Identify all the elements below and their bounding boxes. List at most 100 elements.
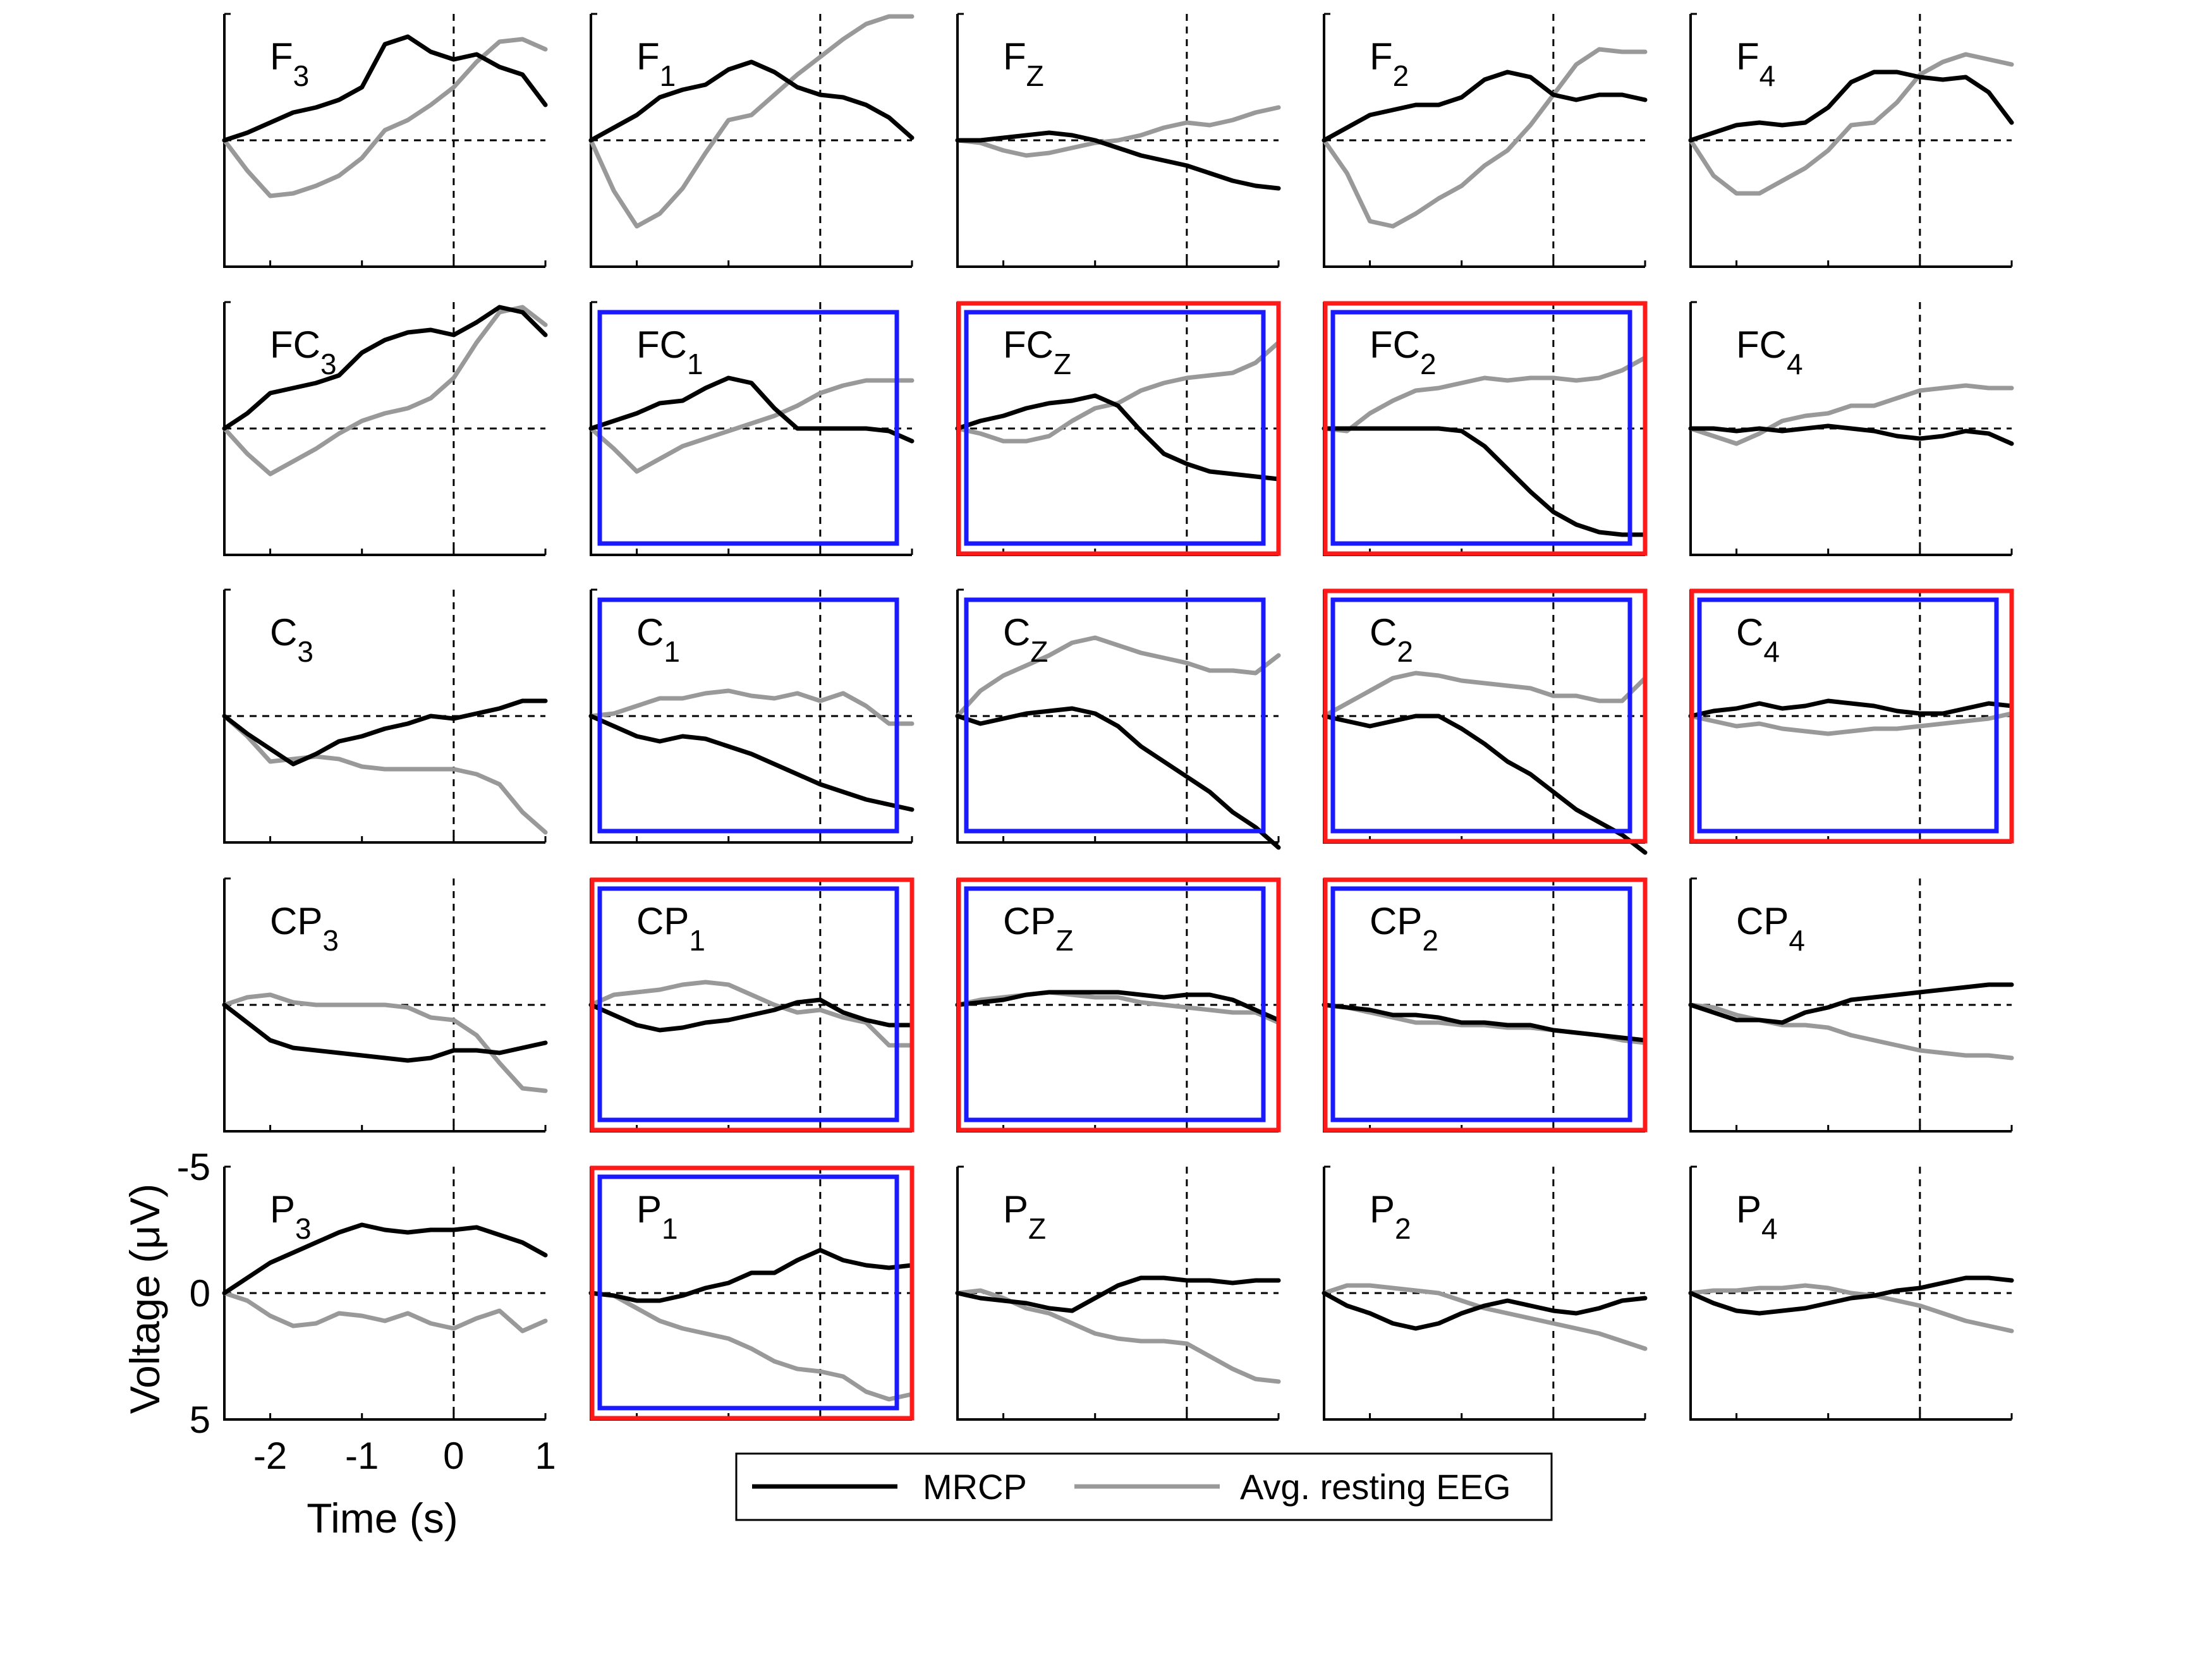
electrode-label-fcz: FCZ: [1003, 324, 1071, 380]
electrode-letter: FC: [1370, 324, 1420, 366]
series-line-avg-resting-eeg: [222, 714, 548, 835]
electrode-label-c1: C1: [636, 611, 680, 668]
series-line-mrcp: [1322, 1291, 1648, 1331]
panel-fz: FZ: [955, 13, 1281, 268]
panel-f2: F2: [1322, 13, 1648, 268]
series-line-mrcp: [1322, 1002, 1648, 1043]
electrode-label-p4: P4: [1736, 1188, 1778, 1245]
electrode-letter: C: [270, 611, 297, 653]
electrode-label-fc2: FC2: [1370, 324, 1437, 380]
panel-fc2: FC2: [1322, 301, 1648, 556]
series-line-avg-resting-eeg: [955, 105, 1281, 158]
series-line-avg-resting-eeg: [1688, 1283, 2014, 1334]
series-line-avg-resting-eeg: [222, 305, 548, 477]
series-line-avg-resting-eeg: [1688, 52, 2014, 196]
electrode-letter: P: [270, 1188, 295, 1231]
electrode-letter: F: [1003, 35, 1026, 78]
electrode-letter: FC: [1003, 324, 1054, 366]
electrode-subscript: 1: [689, 924, 705, 957]
electrode-label-cp2: CP2: [1370, 900, 1438, 957]
electrode-letter: CP: [1003, 900, 1055, 942]
x-tick-label: 0: [443, 1435, 464, 1477]
series-line-mrcp: [1688, 70, 2014, 143]
panel-cz: CZ: [955, 588, 1281, 850]
electrode-label-c2: C2: [1370, 611, 1413, 668]
electrode-subscript: 4: [1787, 348, 1803, 380]
highlight-box-red: [956, 877, 1281, 1133]
series-line-avg-resting-eeg: [1322, 671, 1648, 719]
y-tick-labels: -5 0 5: [177, 1146, 210, 1441]
panel-cpz: CPZ: [955, 877, 1281, 1133]
electrode-label-fc1: FC1: [636, 324, 703, 380]
electrode-letter: FC: [1736, 324, 1787, 366]
highlight-box-red: [1323, 301, 1648, 556]
electrode-label-cpz: CPZ: [1003, 900, 1073, 957]
series-line-avg-resting-eeg: [1688, 711, 2014, 736]
electrode-letter: CP: [636, 900, 689, 942]
electrode-letter: FC: [636, 324, 687, 366]
electrode-label-f3: F3: [270, 35, 309, 92]
electrode-label-fz: FZ: [1003, 35, 1044, 92]
series-line-mrcp: [588, 59, 915, 143]
highlight-box-red: [1689, 588, 2014, 844]
series-line-avg-resting-eeg: [588, 980, 915, 1048]
panel-fc4: FC4: [1688, 301, 2014, 556]
electrode-subscript: 4: [1759, 59, 1776, 92]
series-line-avg-resting-eeg: [955, 1288, 1281, 1384]
panel-p2: P2: [1322, 1165, 1648, 1421]
series-line-mrcp: [1322, 714, 1648, 855]
electrode-subscript: 4: [1789, 924, 1805, 957]
panel-f3: F3: [222, 13, 548, 268]
electrode-label-fc4: FC4: [1736, 324, 1803, 380]
highlight-box-blue: [964, 597, 1266, 834]
electrode-letter: P: [1370, 1188, 1395, 1231]
panel-c4: C4: [1688, 588, 2014, 844]
highlight-box-red: [956, 301, 1281, 556]
electrode-subscript: 2: [1393, 59, 1409, 92]
panel-c3: C3: [222, 588, 548, 844]
x-axis-label: Time (s): [307, 1495, 458, 1541]
electrode-subscript: 1: [664, 635, 680, 668]
electrode-subscript: Z: [1026, 59, 1044, 92]
series-line-mrcp: [222, 34, 548, 143]
highlight-box-blue: [964, 310, 1266, 546]
x-tick-label: -2: [253, 1435, 287, 1477]
electrode-letter: CP: [1370, 900, 1422, 942]
series-line-avg-resting-eeg: [588, 1291, 915, 1402]
electrode-subscript: 1: [687, 348, 703, 380]
electrode-subscript: 2: [1420, 348, 1437, 380]
series-line-mrcp: [588, 997, 915, 1033]
electrode-subscript: 3: [322, 924, 339, 957]
electrode-subscript: 2: [1422, 924, 1438, 957]
electrode-label-p1: P1: [636, 1188, 678, 1245]
series-line-mrcp: [588, 375, 915, 444]
series-line-avg-resting-eeg: [1688, 383, 2014, 446]
electrode-letter: C: [636, 611, 664, 653]
electrode-subscript: 4: [1763, 635, 1780, 668]
electrode-subscript: 3: [295, 1212, 312, 1245]
electrode-subscript: Z: [1054, 348, 1071, 380]
series-line-mrcp: [955, 130, 1281, 191]
series-line-avg-resting-eeg: [222, 1291, 548, 1334]
highlight-box-red: [590, 1165, 915, 1421]
panel-pz: PZ: [955, 1165, 1281, 1421]
series-line-avg-resting-eeg: [1322, 47, 1648, 229]
electrode-label-cp3: CP3: [270, 900, 339, 957]
highlight-box-red: [1323, 877, 1648, 1133]
series-line-avg-resting-eeg: [1688, 1002, 2014, 1060]
electrode-subscript: Z: [1055, 924, 1073, 957]
electrode-subscript: Z: [1028, 1212, 1046, 1245]
series-line-avg-resting-eeg: [1322, 355, 1648, 434]
x-tick-labels: -2 -1 0 1: [253, 1435, 556, 1477]
series-line-avg-resting-eeg: [955, 990, 1281, 1025]
electrode-label-pz: PZ: [1003, 1188, 1046, 1245]
highlight-box-blue: [597, 1174, 899, 1411]
highlight-box-blue: [597, 310, 899, 546]
highlight-box-blue: [964, 886, 1266, 1122]
panel-cp4: CP4: [1688, 877, 2014, 1133]
y-tick-label: -5: [177, 1146, 210, 1188]
series-line-mrcp: [222, 1222, 548, 1296]
electrode-letter: F: [270, 35, 293, 78]
electrode-label-cp4: CP4: [1736, 900, 1805, 957]
electrode-label-cp1: CP1: [636, 900, 705, 957]
